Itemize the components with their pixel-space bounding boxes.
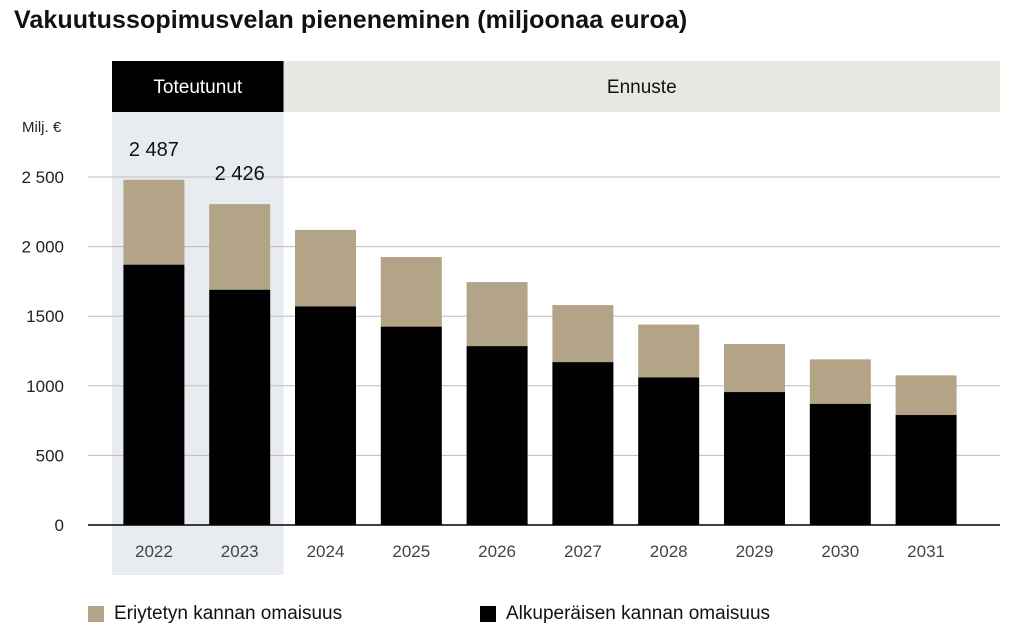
- total-label: 2 487: [129, 139, 179, 161]
- x-tick-label: 2029: [736, 542, 774, 561]
- legend-item-lower: Alkuperäisen kannan omaisuus: [480, 603, 770, 625]
- bar-segment-upper: [809, 359, 871, 404]
- x-tick-label: 2026: [478, 542, 516, 561]
- x-tick-label: 2022: [135, 542, 173, 561]
- legend-label-lower: Alkuperäisen kannan omaisuus: [506, 603, 771, 624]
- bar-segment-upper: [209, 204, 271, 290]
- bar-segment-lower: [638, 377, 700, 525]
- bar-segment-lower: [809, 403, 871, 525]
- y-tick-label: 0: [55, 516, 64, 535]
- bar-segment-lower: [295, 306, 356, 525]
- bar-segment-upper: [466, 282, 528, 347]
- bar-segment-upper: [380, 257, 442, 327]
- bar-segment-lower: [123, 264, 185, 525]
- bar-segment-lower: [724, 392, 785, 525]
- bar-segment-upper: [295, 229, 356, 307]
- legend-item-upper: Eriytetyn kannan omaisuus: [88, 603, 342, 625]
- bar-segment-lower: [209, 289, 271, 525]
- chart-title: Vakuutussopimusvelan pieneneminen (miljo…: [14, 6, 688, 34]
- bar-segment-upper: [638, 324, 700, 378]
- x-tick-label: 2023: [221, 542, 259, 561]
- section-label-forecast: Ennuste: [607, 77, 677, 98]
- bar-segment-upper: [724, 344, 785, 393]
- legend-swatch-upper: [88, 606, 104, 622]
- legend-swatch-lower: [480, 606, 496, 622]
- y-axis-label: Milj. €: [22, 119, 62, 136]
- section-label-actual: Toteutunut: [153, 77, 242, 98]
- bar-segment-upper: [895, 375, 957, 416]
- bar-segment-upper: [123, 179, 185, 265]
- x-tick-label: 2028: [650, 542, 688, 561]
- x-tick-label: 2024: [307, 542, 345, 561]
- bar-segment-lower: [466, 346, 528, 525]
- x-tick-label: 2025: [392, 542, 430, 561]
- x-tick-label: 2030: [821, 542, 859, 561]
- y-tick-label: 1500: [26, 307, 64, 326]
- y-tick-label: 500: [36, 446, 64, 465]
- bar-segment-lower: [895, 415, 957, 525]
- section-header-actual: [112, 61, 284, 112]
- x-tick-label: 2027: [564, 542, 602, 561]
- bar-segment-lower: [552, 362, 614, 525]
- x-tick-label: 2031: [907, 542, 945, 561]
- legend-label-upper: Eriytetyn kannan omaisuus: [114, 603, 343, 624]
- y-tick-label: 2 500: [21, 168, 64, 187]
- total-label: 2 426: [215, 163, 265, 185]
- y-tick-label: 2 000: [21, 238, 64, 257]
- section-header-forecast: [283, 61, 1001, 112]
- bar-segment-upper: [552, 305, 614, 363]
- bar-segment-lower: [380, 326, 442, 525]
- y-tick-label: 1000: [26, 377, 64, 396]
